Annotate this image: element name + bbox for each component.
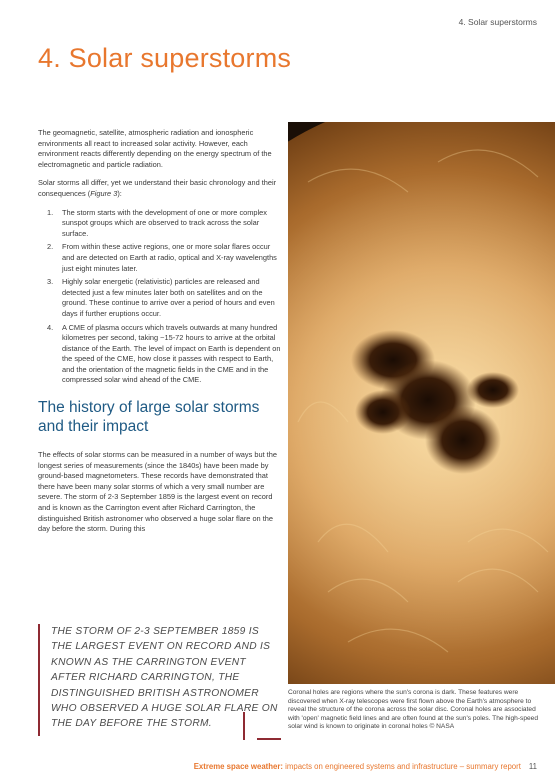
sun-coronal-hole-photo: [288, 122, 555, 684]
list-item: 2. From within these active regions, one …: [47, 242, 277, 273]
page-footer: Extreme space weather: impacts on engine…: [194, 762, 537, 771]
pull-quote: The storm of 2-3 September 1859 is the l…: [38, 620, 277, 736]
list-item: 4. A CME of plasma occurs which travels o…: [47, 322, 281, 385]
footer-subtitle: impacts on engineered systems and infras…: [282, 762, 521, 771]
pull-quote-text: The storm of 2-3 September 1859 is the l…: [51, 626, 278, 730]
list-item: 3. Highly solar energetic (relativistic) …: [47, 277, 275, 318]
page-title: 4. Solar superstorms: [38, 43, 292, 73]
storm-chronology-list: 1. The storm starts with the development …: [38, 208, 281, 387]
intro-paragraph: The geomagnetic, satellite, atmospheric …: [38, 128, 272, 169]
page-number: 11: [528, 762, 537, 771]
running-head: 4. Solar superstorms: [458, 17, 537, 27]
main-text-column: The geomagnetic, satellite, atmospheric …: [38, 128, 281, 543]
section-heading: The history of large solar storms and th…: [38, 399, 260, 436]
pull-quote-rule: [38, 624, 40, 736]
history-paragraph: The effects of solar storms can be measu…: [38, 450, 277, 534]
footer-title: Extreme space weather:: [193, 762, 283, 771]
pull-quote-tick: [243, 712, 245, 740]
pull-quote-underline: [257, 738, 281, 740]
list-item: 1. The storm starts with the development …: [47, 207, 267, 238]
intro-paragraph: Solar storms all differ, yet we understa…: [38, 178, 277, 198]
photo-caption: Coronal holes are regions where the sun'…: [288, 689, 538, 731]
